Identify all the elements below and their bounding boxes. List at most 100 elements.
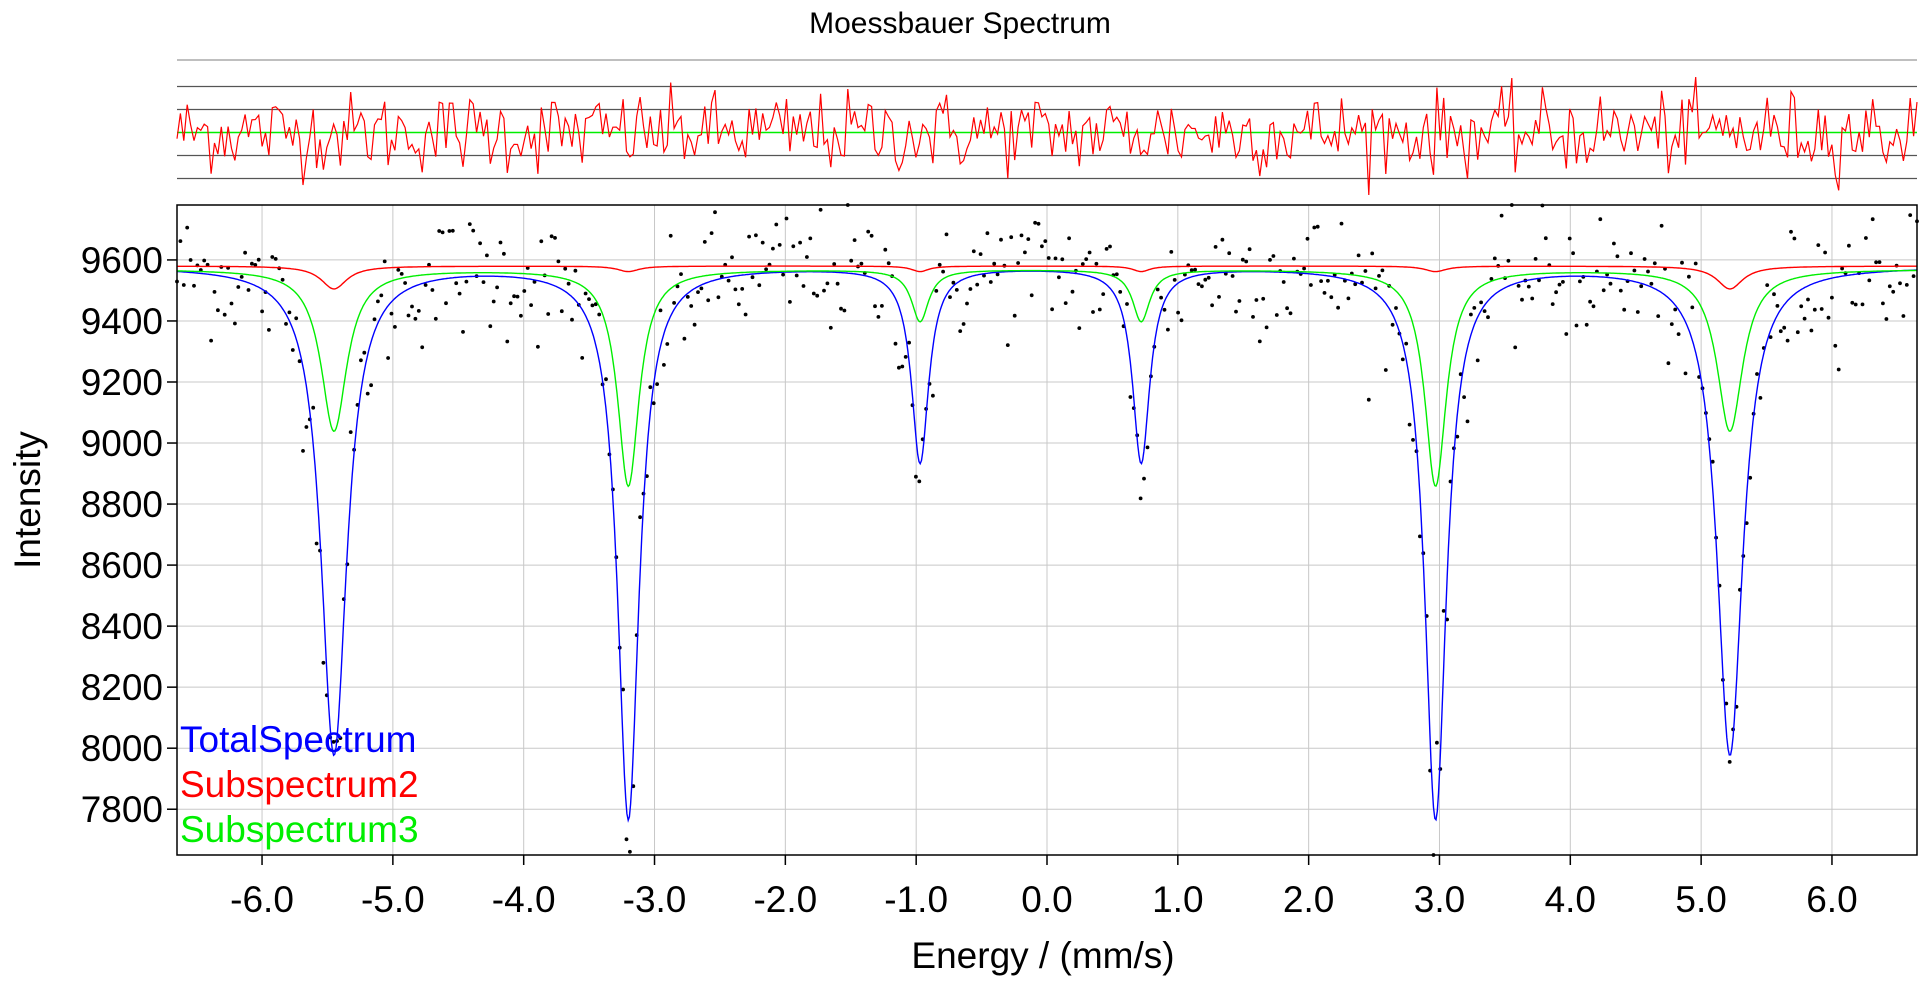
data-point xyxy=(396,268,401,272)
data-point xyxy=(978,252,983,256)
data-point xyxy=(798,240,802,245)
data-point xyxy=(750,275,755,280)
data-point xyxy=(1005,343,1010,347)
data-point xyxy=(1179,318,1184,323)
data-point xyxy=(1853,302,1858,307)
y-tick-label: 8200 xyxy=(81,667,163,708)
residual-trace xyxy=(176,76,1918,196)
x-tick-label: 1.0 xyxy=(1152,879,1203,920)
data-point xyxy=(1795,330,1800,335)
data-point xyxy=(467,222,472,227)
data-point xyxy=(256,257,261,262)
data-point xyxy=(662,363,666,367)
data-point xyxy=(1567,236,1572,241)
data-point xyxy=(1292,256,1296,261)
data-point xyxy=(988,280,993,284)
data-point xyxy=(1724,701,1729,706)
data-point xyxy=(1080,262,1085,266)
data-point xyxy=(1418,534,1422,539)
data-point xyxy=(1710,459,1715,464)
y-tick-label: 9600 xyxy=(81,240,163,281)
x-tick-label: -2.0 xyxy=(753,879,817,920)
y-tick-label: 8400 xyxy=(81,606,163,647)
data-point xyxy=(1874,260,1878,265)
data-point xyxy=(1598,217,1603,222)
data-point xyxy=(338,736,343,740)
data-point xyxy=(1390,322,1395,327)
data-point xyxy=(1687,274,1691,279)
data-point xyxy=(1479,300,1483,305)
data-point xyxy=(900,364,905,369)
data-point xyxy=(559,309,564,314)
data-point xyxy=(1530,296,1535,301)
data-point xyxy=(1363,269,1368,273)
data-point xyxy=(873,304,877,309)
data-point xyxy=(1792,236,1797,241)
data-point xyxy=(801,284,806,288)
data-point xyxy=(1659,223,1664,228)
data-point xyxy=(1394,306,1398,310)
data-point xyxy=(365,391,370,396)
data-point xyxy=(696,290,700,294)
data-point xyxy=(376,299,380,304)
data-point xyxy=(1785,338,1790,343)
data-point xyxy=(1104,247,1109,251)
data-point xyxy=(505,339,510,344)
data-point xyxy=(1353,282,1358,287)
data-point xyxy=(522,289,527,293)
data-point xyxy=(961,322,966,326)
data-point xyxy=(393,325,397,329)
data-point xyxy=(478,241,482,246)
data-point xyxy=(754,233,758,238)
data-point xyxy=(1816,243,1821,248)
data-point xyxy=(1268,258,1272,262)
data-point xyxy=(781,272,785,277)
data-point xyxy=(573,268,578,273)
data-point xyxy=(532,280,537,284)
data-point xyxy=(1642,257,1647,261)
data-point xyxy=(1305,236,1310,241)
data-point xyxy=(491,299,496,304)
data-point xyxy=(1683,371,1688,376)
data-point xyxy=(1012,313,1017,318)
data-point xyxy=(818,207,823,212)
data-point xyxy=(849,258,854,263)
data-point xyxy=(1380,268,1385,273)
x-tick-label: -6.0 xyxy=(230,879,294,920)
data-point xyxy=(1162,307,1167,312)
data-point xyxy=(893,341,898,346)
data-point xyxy=(1067,236,1071,241)
data-point xyxy=(992,261,997,266)
data-point xyxy=(839,306,843,311)
data-point xyxy=(1336,305,1340,310)
data-point xyxy=(968,287,973,291)
data-point xyxy=(1346,296,1351,301)
data-point xyxy=(1040,244,1044,249)
data-point xyxy=(1322,291,1327,295)
data-point xyxy=(1870,217,1875,222)
data-point xyxy=(736,302,741,307)
x-tick-label: -3.0 xyxy=(623,879,687,920)
data-point xyxy=(1591,304,1596,309)
data-point xyxy=(706,298,711,303)
data-point xyxy=(590,303,595,308)
data-point xyxy=(267,328,271,332)
data-point xyxy=(1377,274,1381,278)
data-point xyxy=(1656,314,1661,318)
data-point xyxy=(229,301,234,306)
data-point xyxy=(243,250,248,255)
data-point xyxy=(1847,243,1851,248)
data-point xyxy=(982,273,986,278)
data-point xyxy=(539,239,544,244)
data-point xyxy=(1257,339,1262,344)
data-point xyxy=(369,383,373,388)
data-point xyxy=(1302,266,1306,271)
data-point xyxy=(675,284,680,289)
data-point xyxy=(273,257,278,261)
data-point xyxy=(1778,329,1783,334)
data-point xyxy=(1652,261,1657,266)
data-point xyxy=(713,210,717,215)
y-tick-label: 8600 xyxy=(81,545,163,586)
data-point xyxy=(1680,260,1684,265)
y-tick-label: 9400 xyxy=(81,301,163,342)
